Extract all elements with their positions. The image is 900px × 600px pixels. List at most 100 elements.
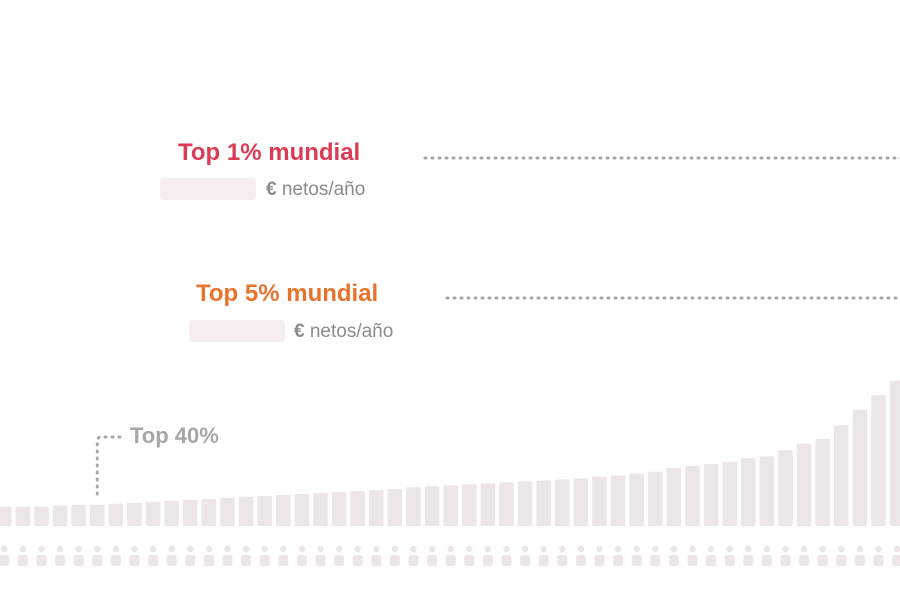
bar	[15, 506, 31, 526]
bar	[257, 496, 272, 526]
top5-label: Top 5% mundial	[196, 280, 379, 307]
person-icon	[799, 545, 810, 566]
top40-label: Top 40%	[130, 423, 219, 448]
bar	[517, 481, 533, 526]
person-icon	[743, 545, 754, 566]
bar	[759, 456, 775, 526]
person-icon	[780, 545, 791, 566]
person-icon	[278, 545, 289, 566]
person-icon	[36, 545, 47, 566]
person-icon	[724, 545, 735, 566]
person-icon	[631, 545, 642, 566]
person-icon	[520, 545, 531, 566]
bar	[276, 495, 291, 526]
bar	[127, 502, 142, 526]
bar	[331, 492, 347, 526]
person-icon	[296, 545, 307, 566]
bar	[722, 462, 737, 526]
person-icon	[427, 545, 438, 566]
person-icon	[334, 545, 345, 566]
bar	[294, 494, 310, 526]
person-icon	[445, 545, 456, 566]
bar	[238, 496, 254, 526]
bar	[666, 467, 682, 526]
bar	[201, 498, 217, 526]
person-icon	[854, 545, 865, 566]
bar	[424, 486, 440, 526]
top5-leader-line	[445, 296, 900, 300]
person-icon	[594, 545, 605, 566]
top40-leader-line	[95, 435, 122, 501]
person-icon	[650, 545, 661, 566]
bar	[815, 438, 830, 526]
bar	[0, 506, 12, 526]
person-icon	[222, 545, 233, 566]
bar	[889, 380, 900, 526]
bar	[610, 475, 626, 526]
bar	[34, 506, 49, 526]
bar	[648, 471, 663, 526]
bar	[778, 450, 793, 526]
top1-label: Top 1% mundial	[178, 139, 361, 166]
person-icon	[613, 545, 624, 566]
bar	[145, 501, 161, 526]
person-icon	[706, 545, 717, 566]
person-icon	[203, 545, 214, 566]
bar	[108, 503, 124, 526]
bar	[555, 479, 570, 526]
bar	[387, 489, 403, 526]
person-icon	[817, 545, 828, 566]
bar	[313, 493, 328, 526]
bar	[536, 480, 551, 526]
person-icon	[761, 545, 772, 566]
person-icon	[0, 545, 10, 566]
person-icon	[73, 545, 84, 566]
bar	[52, 505, 68, 526]
person-icon	[873, 545, 884, 566]
bar	[703, 464, 719, 526]
person-icon	[501, 545, 512, 566]
person-icon	[538, 545, 549, 566]
person-icon	[892, 545, 900, 566]
bar	[834, 425, 849, 526]
top5-unit-label: € netos/año	[294, 321, 394, 342]
bar	[685, 465, 700, 526]
bar	[350, 491, 365, 526]
person-icon	[185, 545, 196, 566]
person-icon	[371, 545, 382, 566]
person-icon	[259, 545, 270, 566]
bar	[462, 484, 477, 526]
person-icon	[836, 545, 847, 566]
person-icon	[687, 545, 698, 566]
person-icon	[148, 545, 159, 566]
top5-amount-field[interactable]	[189, 320, 285, 342]
bar	[183, 499, 198, 526]
person-icon	[129, 545, 140, 566]
person-icon	[482, 545, 493, 566]
bar	[220, 497, 235, 526]
person-icon	[464, 545, 475, 566]
bar	[852, 409, 868, 526]
person-icon	[166, 545, 177, 566]
bar	[71, 504, 86, 526]
bar	[499, 482, 514, 526]
top1-leader-line	[423, 156, 900, 160]
bar	[369, 490, 384, 526]
bar	[871, 395, 886, 526]
person-icon	[110, 545, 121, 566]
person-icon	[241, 545, 252, 566]
person-icon	[408, 545, 419, 566]
bar	[592, 476, 607, 526]
bar	[164, 500, 179, 526]
bar	[741, 458, 756, 526]
top1-unit-label: € netos/año	[266, 179, 366, 200]
person-icon	[92, 545, 103, 566]
person-icon	[17, 545, 28, 566]
top1-amount-field[interactable]	[160, 178, 256, 200]
person-icon	[315, 545, 326, 566]
person-icon	[55, 545, 66, 566]
person-icon	[557, 545, 568, 566]
bar	[480, 483, 496, 526]
bar	[443, 485, 458, 526]
